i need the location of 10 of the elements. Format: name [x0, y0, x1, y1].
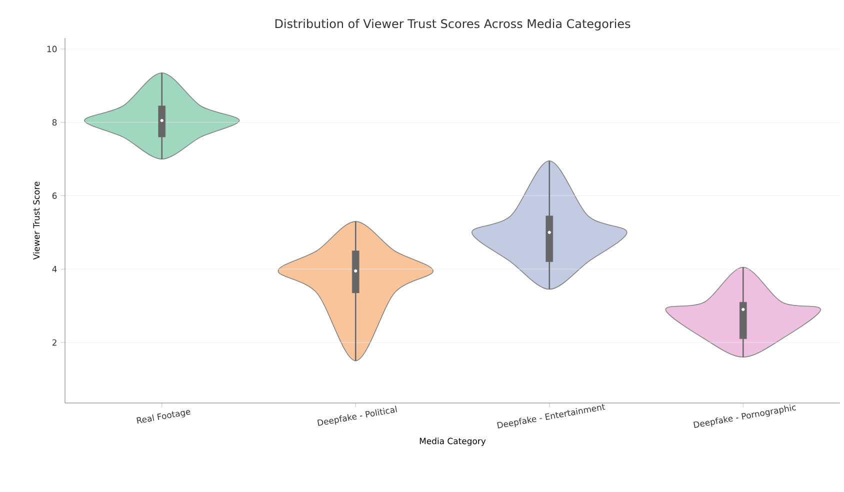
y-tick-label: 6	[52, 192, 57, 199]
x-axis-title: Media Category	[420, 438, 486, 446]
y-tick-label: 10	[47, 46, 57, 52]
y-tick-label: 2	[52, 339, 56, 346]
y-tick-label: 8	[52, 119, 57, 126]
y-axis-title: Viewer Trust Score	[33, 182, 40, 260]
x-tick-label: Deepfake - Political	[317, 406, 397, 426]
y-tick-label: 4	[52, 266, 57, 272]
x-tick-label: Real Footage	[136, 410, 190, 424]
chart-title: Distribution of Viewer Trust Scores Across Media Categories	[275, 18, 630, 30]
